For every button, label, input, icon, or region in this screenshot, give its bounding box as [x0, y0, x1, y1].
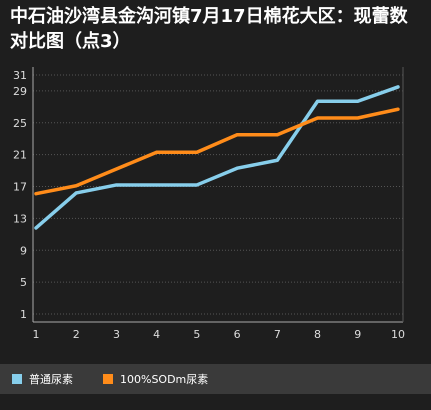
data-point: [34, 192, 38, 196]
y-tick-label: 9: [20, 244, 27, 257]
x-tick-label: 10: [391, 328, 405, 341]
data-point: [195, 150, 199, 154]
data-point: [74, 184, 78, 188]
legend-label-series-2: 100%SODm尿素: [120, 373, 209, 386]
x-tick-label: 3: [113, 328, 120, 341]
y-tick-label: 1: [20, 308, 27, 321]
y-tick-label: 21: [13, 149, 27, 162]
y-tick-label: 31: [13, 69, 27, 82]
legend-swatch-series-2: [103, 374, 113, 384]
x-tick-label: 8: [314, 328, 321, 341]
y-tick-label: 13: [13, 212, 27, 225]
data-point: [316, 116, 320, 120]
y-tick-label: 5: [20, 276, 27, 289]
x-tick-label: 2: [73, 328, 80, 341]
data-point: [195, 183, 199, 187]
data-point: [34, 226, 38, 230]
chart-title: 中石油沙湾县金沟河镇7月17日棉花大区：现蕾数对比图（点3）: [10, 6, 408, 52]
y-tick-label: 17: [13, 181, 27, 194]
data-point: [74, 191, 78, 195]
x-tick-label: 9: [354, 328, 361, 341]
data-point: [356, 99, 360, 103]
series-line-2: [34, 107, 400, 196]
data-point: [155, 150, 159, 154]
series-line-1: [34, 85, 400, 230]
data-point: [275, 158, 279, 162]
x-tick-label: 5: [193, 328, 200, 341]
line-chart: 1 5 9 13 17 21 25 29 31 1 2 3 4 5 6 7 8 9 10: [13, 67, 405, 341]
data-point: [235, 166, 239, 170]
data-point: [396, 107, 400, 111]
data-point: [155, 183, 159, 187]
x-tick-label: 1: [33, 328, 40, 341]
data-point: [316, 99, 320, 103]
data-point: [396, 85, 400, 89]
legend-label-series-1: 普通尿素: [29, 373, 73, 386]
legend-swatch-series-1: [12, 374, 22, 384]
data-point: [356, 116, 360, 120]
data-point: [114, 167, 118, 171]
plot-area: [33, 67, 403, 322]
data-point: [114, 183, 118, 187]
x-tick-label: 7: [274, 328, 281, 341]
y-tick-label: 25: [13, 117, 27, 130]
footer-strip: [0, 394, 431, 410]
legend-item-series-1: 普通尿素: [12, 371, 73, 387]
data-point: [235, 133, 239, 137]
legend-item-series-2: 100%SODm尿素: [103, 371, 208, 387]
data-point: [275, 133, 279, 137]
x-tick-label: 6: [234, 328, 241, 341]
legend: 普通尿素 100%SODm尿素: [0, 364, 431, 394]
x-tick-label: 4: [153, 328, 160, 341]
y-tick-label: 29: [13, 85, 27, 98]
